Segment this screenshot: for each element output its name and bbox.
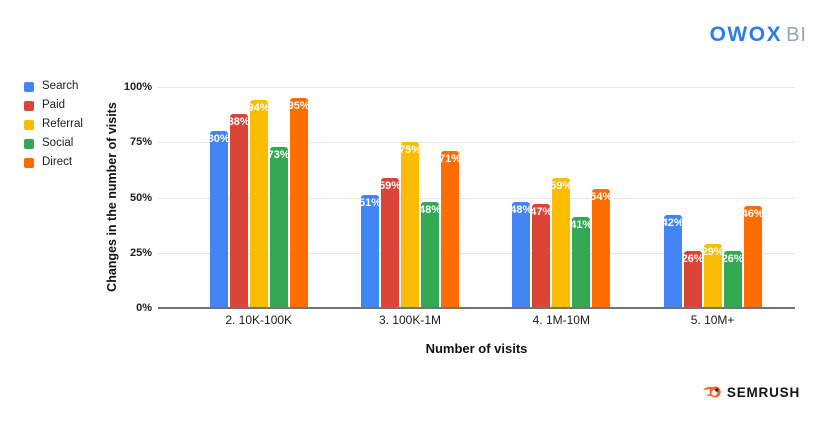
bar-referral [249,100,268,308]
legend-swatch [24,157,34,168]
legend-label: Direct [42,156,73,168]
bar-value-label: 26% [721,252,744,265]
legend-label: Referral [42,118,83,130]
bar-value-label: 46% [741,208,764,221]
x-axis-line [158,307,795,309]
gridline [158,252,795,254]
bar-value-label: 48% [418,203,442,216]
legend-swatch [24,119,34,130]
bar-value-label: 47% [530,206,553,219]
bar-direct [441,151,459,308]
legend-swatch [24,100,34,111]
bar-value-label: 26% [681,252,704,265]
x-category-label: 2. 10K-100K [225,313,293,327]
bar-direct [743,206,762,308]
semrush-wordmark: SEMRUSH [726,384,800,400]
bar-value-label: 54% [590,190,613,203]
semrush-fireball-icon [703,386,721,398]
legend-swatch [24,81,34,92]
bar-value-label: 88% [227,115,250,128]
bar-value-label: 80% [207,133,230,146]
legend-item: Social [24,137,83,149]
bar-search [361,195,379,308]
gridline [158,87,795,88]
bar-direct [289,98,308,308]
x-category-label: 5. 10M+ [690,313,735,327]
bar-value-label: 42% [661,217,684,230]
legend-label: Paid [42,99,66,111]
bar-search [663,215,682,308]
bar-social [421,201,439,308]
bar-value-label: 73% [267,148,290,161]
owox-bi-logo: OWOX BI [710,23,807,47]
bar-paid [683,250,702,308]
owox-logo-wordmark: OWOX [709,23,783,46]
bar-referral [552,177,571,308]
legend-item: Direct [24,156,83,168]
y-tick-label: 75% [129,136,152,149]
bar-value-label: 59% [378,179,402,192]
bar-value-label: 71% [438,153,462,166]
legend-label: Search [42,80,79,92]
bar-value-label: 94% [247,102,270,115]
gridline [158,142,795,144]
gridline [158,197,795,199]
bar-value-label: 75% [398,144,422,157]
bar-paid [381,177,399,308]
legend-item: Search [24,80,83,92]
x-axis-title: Number of visits [425,341,528,356]
bar-referral [401,142,419,308]
x-category-label: 3. 100K-1M [378,313,442,327]
bar-value-label: 95% [287,100,310,113]
chart-legend: Search Paid Referral Social Direct [24,80,83,168]
bar-value-label: 59% [550,179,573,192]
bar-value-label: 48% [510,203,533,216]
y-tick-label: 0% [136,302,152,314]
bar-social [723,250,742,308]
bar-social [269,146,288,308]
legend-label: Social [42,137,74,149]
x-category-label: 4. 1M-10M [532,313,590,327]
legend-swatch [24,138,34,149]
bar-paid [229,113,248,308]
y-tick-label: 25% [129,246,152,259]
bar-direct [592,188,611,308]
bar-value-label: 29% [701,245,724,258]
legend-item: Referral [24,118,83,130]
bar-search [209,131,228,308]
bar-social [572,217,591,308]
y-tick-label: 50% [129,191,152,204]
bar-referral [703,243,722,308]
semrush-logo: SEMRUSH [703,384,800,400]
y-tick-label: 100% [123,81,152,93]
bar-value-label: 41% [570,219,593,232]
legend-item: Paid [24,99,83,111]
bar-value-label: 51% [358,197,382,210]
bar-search [512,201,531,308]
owox-logo-bi-suffix: BI [786,24,807,46]
plot-area: 80% 88% 94% 73% 95% 51% 59% 75% 48% 71% 48% 47% 59% 4… [158,87,795,309]
bar-paid [532,204,551,308]
